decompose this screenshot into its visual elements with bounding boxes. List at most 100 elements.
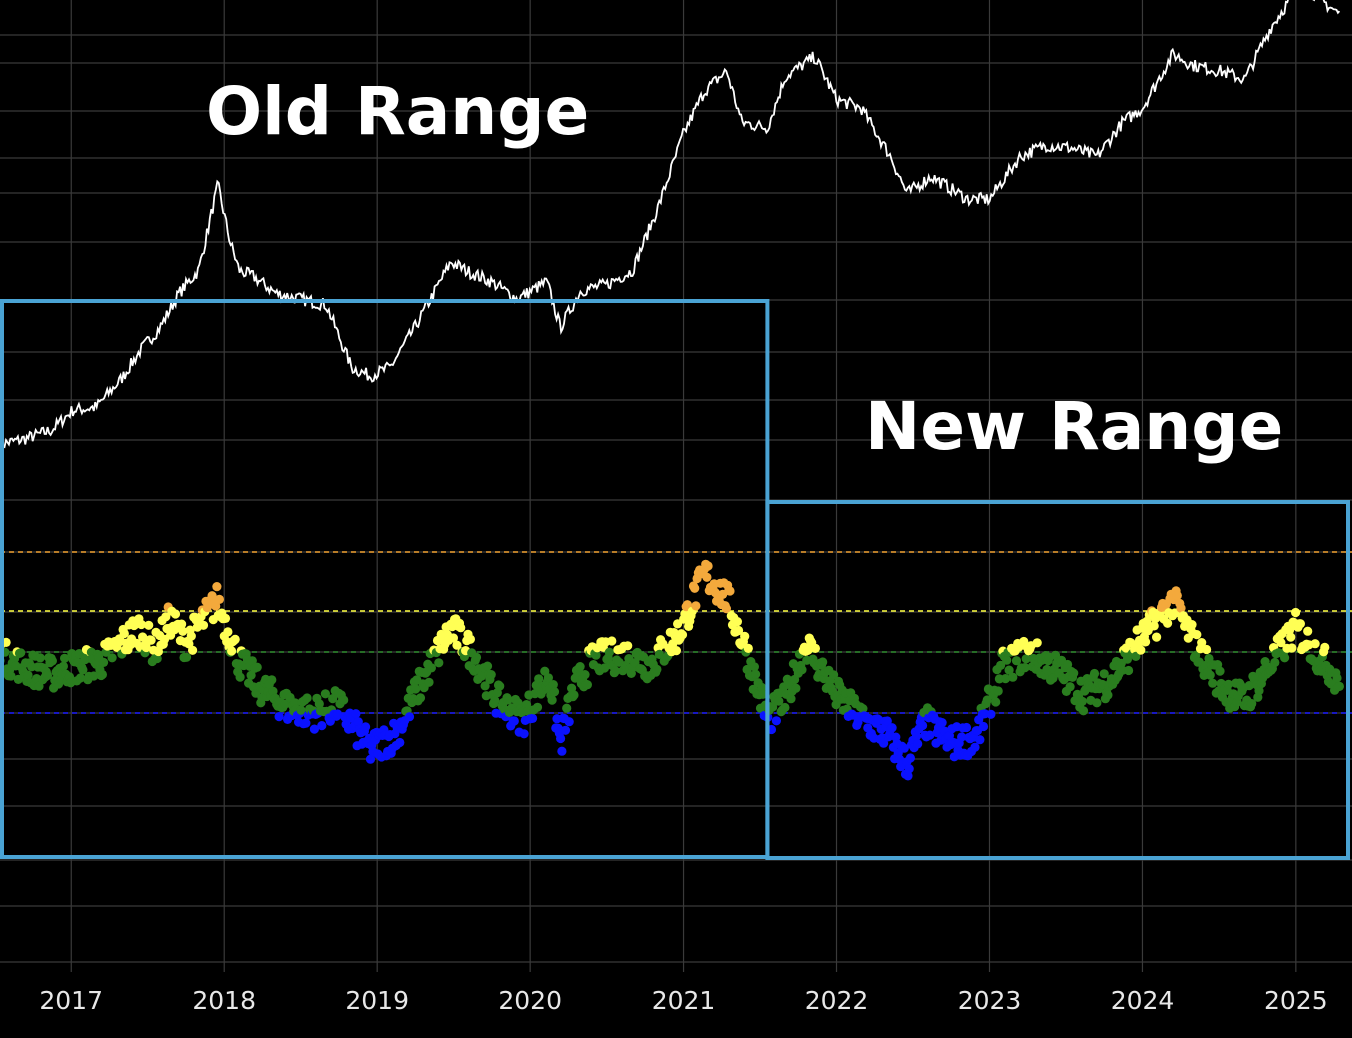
oscillator-point	[302, 693, 312, 703]
oscillator-point	[495, 681, 505, 691]
oscillator-point	[97, 669, 107, 680]
oscillator-point	[1069, 668, 1079, 678]
oscillator-point	[170, 609, 181, 619]
oscillator-point	[757, 682, 767, 693]
oscillator-point	[690, 583, 700, 593]
oscillator-point	[829, 670, 839, 680]
oscillator-point	[207, 591, 217, 601]
oscillator-point	[677, 630, 688, 640]
oscillator-point	[1078, 706, 1089, 716]
oscillator-point	[557, 746, 567, 756]
oscillator-point	[220, 613, 231, 624]
oscillator-point	[580, 670, 590, 680]
oscillator-point	[1149, 621, 1159, 631]
oscillator-point	[146, 635, 156, 645]
oscillator-point	[1032, 638, 1042, 648]
oscillator-point	[89, 671, 99, 681]
price-series	[0, 0, 1341, 451]
oscillator-point	[691, 601, 701, 611]
oscillator-point	[181, 652, 192, 662]
oscillator-point	[743, 643, 753, 654]
oscillator-point	[1287, 643, 1297, 653]
oscillator-point	[415, 693, 426, 703]
new-range-box	[765, 500, 1350, 860]
oscillator-point	[365, 754, 376, 764]
oscillator-point	[991, 697, 1001, 707]
oscillator-point	[1131, 651, 1141, 662]
x-tick-label: 2023	[958, 986, 1022, 1015]
oscillator-point	[560, 725, 571, 735]
oscillator-point	[471, 652, 482, 663]
oscillator-point	[725, 586, 735, 596]
oscillator-point	[1000, 674, 1011, 684]
oscillator-point	[214, 594, 224, 605]
oscillator-point	[246, 670, 256, 680]
oscillator-point	[452, 640, 462, 650]
oscillator-point	[887, 723, 897, 733]
oscillator-point	[1334, 681, 1344, 692]
oscillator-point	[136, 619, 146, 630]
oscillator-point	[734, 625, 744, 636]
oscillator-point	[503, 695, 513, 705]
oscillator-point	[1065, 682, 1075, 692]
oscillator-point	[480, 681, 490, 691]
oscillator-point	[610, 666, 621, 676]
oscillator-point	[913, 739, 923, 749]
oscillator-point	[1192, 630, 1202, 640]
oscillator-point	[482, 661, 493, 671]
oscillator-point	[957, 732, 967, 742]
oscillator-point	[797, 665, 807, 675]
oscillator-point	[604, 647, 615, 657]
oscillator-point	[152, 653, 162, 664]
oscillator-point	[353, 717, 363, 727]
oscillator-point	[1126, 638, 1136, 648]
oscillator-point	[280, 699, 290, 709]
oscillator-point	[911, 731, 922, 741]
oscillator-point	[227, 646, 237, 656]
oscillator-point	[1303, 626, 1313, 636]
oscillator-point	[1020, 663, 1030, 673]
range-boxes	[0, 299, 1350, 860]
oscillator-point	[978, 721, 989, 732]
oscillator-point	[42, 670, 53, 681]
oscillator-point	[317, 721, 327, 731]
oscillator-point	[328, 694, 338, 704]
oscillator-point	[751, 669, 761, 679]
x-tick-label: 2024	[1111, 986, 1175, 1015]
oscillator-point	[144, 620, 154, 630]
x-tick-label: 2025	[1264, 986, 1328, 1015]
oscillator-point	[426, 663, 436, 673]
oscillator-point	[351, 709, 361, 719]
oscillator-point	[1247, 699, 1257, 709]
oscillator-point	[60, 653, 70, 663]
oscillator-point	[1310, 639, 1320, 649]
oscillator-point	[623, 641, 633, 651]
oscillator-point	[768, 702, 778, 712]
oscillator-point	[223, 627, 233, 637]
oscillator-point	[404, 712, 415, 722]
oscillator-point	[1215, 666, 1225, 676]
oscillator-point	[1205, 670, 1215, 680]
oscillator-point	[937, 718, 947, 728]
oscillator-point	[774, 696, 784, 706]
oscillator-point	[771, 716, 782, 726]
oscillator-point	[188, 645, 198, 655]
oscillator-point	[975, 735, 985, 745]
oscillator-point	[986, 709, 996, 719]
oscillator-point	[448, 633, 458, 643]
oscillator-point	[1332, 673, 1342, 683]
oscillator-point	[212, 582, 222, 592]
oscillator-point	[882, 716, 892, 726]
old-range-label: Old Range	[206, 73, 589, 150]
oscillator-point	[1295, 619, 1305, 629]
oscillator-point	[671, 646, 682, 656]
oscillator-point	[732, 617, 743, 627]
oscillator-point	[1152, 632, 1162, 642]
oscillator-point	[652, 664, 662, 675]
oscillator-point	[1099, 669, 1109, 679]
oscillator-point	[899, 743, 909, 753]
oscillator-point	[1197, 638, 1207, 648]
oscillator-point	[970, 742, 980, 752]
